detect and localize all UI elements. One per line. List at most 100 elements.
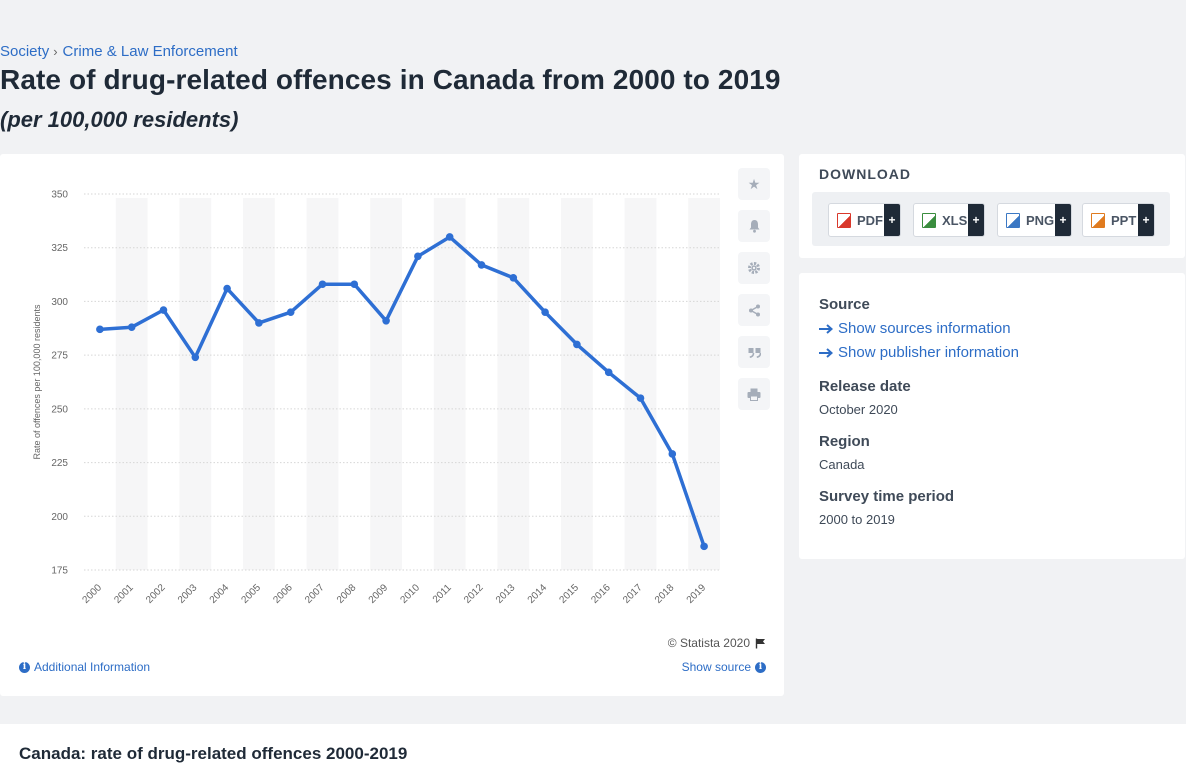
data-point[interactable] [668, 450, 677, 458]
x-tick-label: 2000 [81, 582, 105, 606]
download-pdf-button[interactable]: PDF + [828, 203, 901, 237]
flag-icon[interactable] [755, 638, 766, 649]
plus-icon: + [884, 204, 900, 236]
y-tick-label: 175 [51, 566, 68, 577]
series-line [98, 235, 706, 549]
data-point[interactable] [509, 273, 518, 282]
download-png-button[interactable]: PNG + [997, 203, 1072, 237]
data-point[interactable] [382, 316, 390, 325]
column-band [115, 198, 148, 570]
data-point[interactable] [318, 280, 327, 289]
data-point[interactable] [96, 325, 104, 334]
x-tick-label: 2005 [240, 582, 264, 606]
x-tick-label: 2015 [558, 582, 582, 606]
x-tick-label: 2010 [399, 582, 423, 606]
breadcrumb-separator: › [53, 44, 58, 59]
additional-information-label: Additional Information [34, 660, 151, 674]
show-publisher-link[interactable]: Show publisher information [819, 344, 1019, 361]
y-axis-label: Rate of offences per 100,000 residents [32, 304, 42, 459]
data-point[interactable] [636, 394, 645, 402]
share-icon[interactable] [738, 294, 770, 326]
show-publisher-label: Show publisher information [838, 344, 1019, 361]
statistic-details-card: Source Show sources information Show pub… [799, 273, 1185, 559]
chart-toolbar: ★ [738, 168, 772, 420]
plus-icon: + [1138, 204, 1154, 236]
y-tick-label: 350 [51, 190, 68, 201]
x-tick-label: 2002 [144, 582, 168, 606]
x-tick-label: 2017 [621, 582, 645, 606]
data-point[interactable] [191, 353, 200, 362]
statista-credit: © Statista 2020 [668, 636, 766, 650]
top-bar [0, 0, 1186, 36]
download-xls-button[interactable]: XLS + [913, 203, 985, 237]
data-point[interactable] [350, 280, 359, 289]
ppt-file-icon [1091, 212, 1105, 228]
x-tick-label: 2011 [431, 582, 454, 605]
source-label: Source [819, 296, 870, 313]
description-card: Canada: rate of drug-related offences 20… [0, 724, 1186, 774]
column-band [624, 198, 657, 570]
download-ppt-button[interactable]: PPT + [1082, 203, 1155, 237]
print-icon[interactable] [738, 378, 770, 410]
xls-file-icon [922, 212, 936, 228]
y-tick-label: 200 [51, 512, 68, 523]
data-point[interactable] [700, 542, 708, 551]
data-point[interactable] [477, 261, 486, 269]
data-point[interactable] [541, 308, 549, 316]
data-point[interactable] [223, 284, 231, 293]
x-tick-label: 2016 [589, 582, 613, 606]
release-date-label: Release date [819, 378, 911, 395]
data-point[interactable] [604, 368, 613, 377]
quote-icon[interactable] [738, 336, 770, 368]
x-tick-label: 2012 [462, 582, 486, 606]
info-icon: i [19, 661, 30, 673]
survey-period-value: 2000 to 2019 [819, 512, 895, 527]
x-tick-label: 2004 [208, 582, 232, 606]
show-sources-link[interactable]: Show sources information [819, 320, 1011, 337]
pdf-label: PDF [857, 212, 883, 228]
x-tick-label: 2018 [653, 582, 677, 606]
download-title: DOWNLOAD [819, 166, 911, 182]
x-tick-label: 2013 [494, 582, 518, 606]
column-band [243, 198, 275, 570]
x-tick-label: 2009 [367, 582, 391, 606]
data-point[interactable] [159, 306, 168, 314]
x-tick-label: 2014 [526, 582, 550, 606]
bell-icon[interactable] [738, 210, 770, 242]
star-icon[interactable]: ★ [738, 168, 770, 200]
download-bar: PDF + XLS + PNG + PPT + [812, 192, 1170, 246]
additional-information-link[interactable]: i Additional Information [19, 660, 150, 674]
show-source-label: Show source [681, 660, 751, 674]
column-band [433, 198, 466, 570]
credit-text: © Statista 2020 [667, 636, 750, 650]
column-band [179, 198, 212, 570]
data-point[interactable] [286, 308, 295, 316]
plus-icon: + [968, 204, 984, 236]
x-tick-labels: 2000 2001 2002 2003 2004 2005 2006 2007 2008 2009… [81, 582, 709, 606]
png-label: PNG [1026, 212, 1055, 228]
png-file-icon [1006, 212, 1020, 228]
y-tick-label: 250 [51, 404, 68, 415]
gridlines [84, 193, 720, 571]
data-point[interactable] [445, 233, 454, 241]
column-bands [115, 198, 720, 570]
show-source-link[interactable]: Show source i [682, 660, 766, 674]
plus-icon: + [1055, 204, 1071, 236]
gear-icon[interactable] [738, 252, 770, 284]
data-point[interactable] [414, 252, 422, 261]
x-tick-label: 2007 [303, 582, 327, 606]
data-point[interactable] [255, 319, 263, 327]
survey-period-label: Survey time period [819, 488, 955, 505]
breadcrumb-crime-law[interactable]: Crime & Law Enforcement [62, 43, 238, 60]
data-point[interactable] [127, 323, 136, 332]
release-date-value: October 2020 [819, 402, 898, 417]
region-value: Canada [819, 457, 865, 472]
xls-label: XLS [942, 212, 968, 228]
region-label: Region [819, 433, 870, 450]
x-tick-label: 2019 [685, 582, 709, 606]
x-tick-label: 2003 [176, 582, 200, 606]
page-title: Rate of drug-related offences in Canada … [0, 64, 781, 95]
data-point[interactable] [573, 340, 581, 349]
breadcrumb-society[interactable]: Society [0, 43, 50, 60]
